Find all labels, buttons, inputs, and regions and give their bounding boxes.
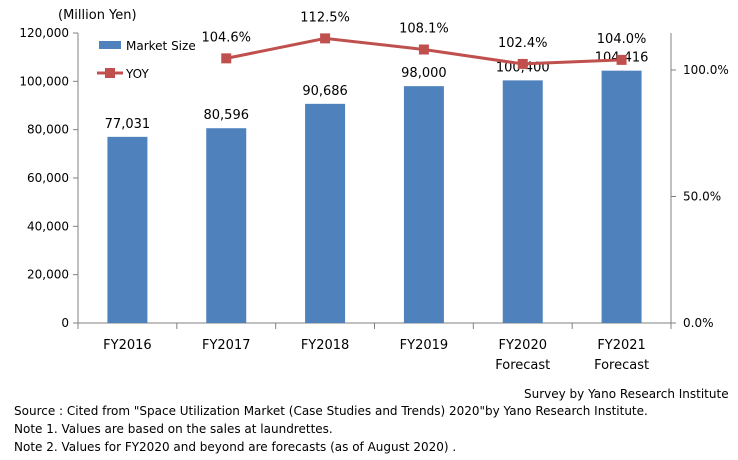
note-2: Note 2. Values for FY2020 and beyond are… bbox=[14, 440, 457, 454]
bar bbox=[305, 103, 346, 323]
axes: 0 20,000 40,000 60,000 80,000 100,000 120,000 0… bbox=[19, 26, 728, 330]
legend-yoy-label: YOY bbox=[125, 67, 149, 81]
unit-label: (Million Yen) bbox=[58, 8, 137, 23]
yoy-data-label: 108.1% bbox=[399, 22, 449, 37]
bar bbox=[107, 136, 148, 323]
legend: Market Size YOY bbox=[97, 39, 196, 81]
left-tick-label: 60,000 bbox=[27, 171, 69, 185]
yoy-marker bbox=[418, 44, 429, 55]
bars bbox=[107, 70, 642, 324]
bar-data-label: 80,596 bbox=[204, 108, 250, 123]
x-tick-label: FY2017 bbox=[202, 338, 251, 353]
bar bbox=[206, 128, 247, 323]
x-tick-label: FY2020 bbox=[498, 338, 547, 353]
yoy-series: 104.6% 112.5% 108.1% 102.4% 104.0% bbox=[201, 10, 646, 69]
left-tick-label: 0 bbox=[61, 316, 69, 330]
yoy-marker bbox=[616, 54, 627, 65]
bar-data-label: 98,000 bbox=[401, 66, 447, 81]
left-tick-label: 20,000 bbox=[27, 268, 69, 282]
bar-data-label: 77,031 bbox=[105, 117, 151, 132]
left-tick-label: 80,000 bbox=[27, 123, 69, 137]
market-size-chart: (Million Yen) 0 20,000 40,000 60,000 80,000 1… bbox=[19, 8, 728, 373]
yoy-data-label: 102.4% bbox=[498, 36, 548, 51]
x-axis-labels: FY2016 FY2017 FY2018 FY2019 FY2020 Forecast FY… bbox=[103, 338, 649, 373]
x-tick-label: Forecast bbox=[495, 358, 550, 373]
left-tick-label: 100,000 bbox=[19, 74, 69, 88]
right-tick-label: 50.0% bbox=[683, 190, 721, 204]
x-tick-label: FY2021 bbox=[597, 338, 646, 353]
yoy-marker bbox=[320, 33, 331, 44]
yoy-data-label: 112.5% bbox=[300, 10, 350, 25]
survey-credit: Survey by Yano Research Institute bbox=[524, 387, 729, 401]
legend-market-size-swatch bbox=[99, 41, 121, 49]
left-tick-label: 40,000 bbox=[27, 219, 69, 233]
yoy-marker bbox=[221, 53, 232, 64]
right-tick-label: 0.0% bbox=[683, 316, 714, 330]
legend-market-size-label: Market Size bbox=[126, 39, 196, 53]
yoy-marker bbox=[517, 58, 528, 69]
x-tick-label: FY2018 bbox=[301, 338, 350, 353]
note-1: Note 1. Values are based on the sales at… bbox=[14, 422, 333, 436]
bar-data-label: 90,686 bbox=[302, 84, 348, 99]
left-tick-label: 120,000 bbox=[19, 26, 69, 40]
right-tick-label: 100.0% bbox=[683, 63, 729, 77]
source-note: Source : Cited from "Space Utilization M… bbox=[14, 404, 648, 418]
bar bbox=[502, 80, 543, 323]
x-tick-label: FY2016 bbox=[103, 338, 152, 353]
bar bbox=[403, 86, 444, 324]
x-tick-label: FY2019 bbox=[400, 338, 449, 353]
yoy-data-label: 104.6% bbox=[201, 30, 251, 45]
legend-yoy-marker bbox=[105, 68, 115, 78]
x-tick-label: Forecast bbox=[594, 358, 649, 373]
bar bbox=[601, 70, 642, 323]
yoy-data-label: 104.0% bbox=[597, 32, 647, 47]
